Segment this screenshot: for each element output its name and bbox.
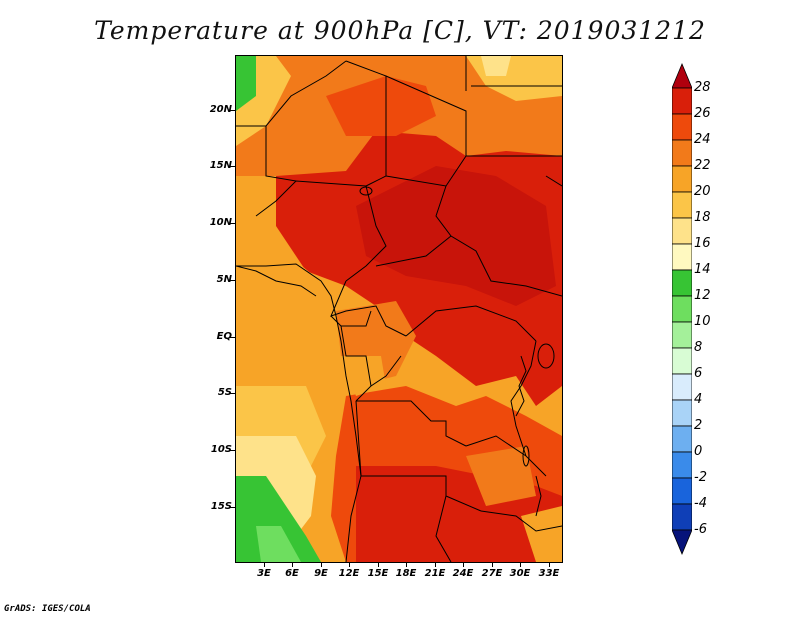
northwest-green-patch: [236, 56, 256, 111]
lat-label-eq: EQ: [216, 331, 232, 342]
lat-tick: [230, 223, 235, 224]
southwest-light-green: [256, 526, 301, 562]
colorbar-swatch: [672, 113, 692, 141]
lon-tick: [349, 563, 350, 567]
north-red-patch: [326, 76, 436, 136]
colorbar-label: 14: [694, 262, 711, 277]
southeast-cool-patch: [521, 506, 562, 562]
lat-tick: [230, 507, 235, 508]
colorbar-swatch: [672, 373, 692, 401]
lon-tick: [435, 563, 436, 567]
lon-label-18e: 18E: [395, 568, 417, 579]
temperature-map: [235, 55, 563, 563]
colorbar-swatch: [672, 451, 692, 479]
colorbar-swatch: [672, 243, 692, 271]
colorbar-label: 8: [694, 340, 703, 355]
lat-label-10n: 10N: [209, 217, 232, 228]
gabon-patch: [341, 356, 386, 396]
lat-label-10s: 10S: [210, 444, 232, 455]
colorbar-label: 4: [694, 392, 703, 407]
lon-tick: [463, 563, 464, 567]
lon-label-33e: 33E: [538, 568, 560, 579]
colorbar-label: 6: [694, 366, 703, 381]
colorbar-label: 26: [694, 106, 711, 121]
colorbar-swatch: [672, 139, 692, 167]
lat-tick: [230, 393, 235, 394]
lon-tick: [492, 563, 493, 567]
lat-label-20n: 20N: [209, 104, 232, 115]
colorbar-label: 12: [694, 288, 711, 303]
colorbar-swatch: [672, 191, 692, 219]
colorbar-swatch: [672, 269, 692, 297]
lakes: [359, 186, 555, 517]
lon-label-21e: 21E: [424, 568, 446, 579]
lon-label-3e: 3E: [257, 568, 271, 579]
chart-title: Temperature at 900hPa [C], VT: 201903121…: [94, 16, 706, 45]
colorbar-swatch: [672, 321, 692, 349]
lon-tick: [321, 563, 322, 567]
lon-tick: [520, 563, 521, 567]
lat-tick: [230, 337, 235, 338]
country-borders: [236, 56, 562, 562]
colorbar-swatch: [672, 425, 692, 453]
colorbar-label: 16: [694, 236, 711, 251]
northeast-yellow-patch: [481, 56, 511, 76]
lon-label-27e: 27E: [481, 568, 503, 579]
colorbar-label: -2: [694, 470, 707, 485]
colorbar-label: 20: [694, 184, 711, 199]
colorbar-swatch: [672, 529, 692, 556]
map-canvas: [236, 56, 562, 562]
grads-credit: GrADS: IGES/COLA: [4, 604, 91, 614]
lon-label-15e: 15E: [367, 568, 389, 579]
lat-tick: [230, 166, 235, 167]
colorbar-swatch: [672, 347, 692, 375]
colorbar-label: 0: [694, 444, 703, 459]
colorbar-swatch: [672, 165, 692, 193]
south-east-patch: [466, 446, 536, 506]
lon-tick: [378, 563, 379, 567]
lat-tick: [230, 450, 235, 451]
colorbar-swatch: [672, 295, 692, 323]
lon-tick: [292, 563, 293, 567]
colorbar-swatch: [672, 503, 692, 531]
lon-label-30e: 30E: [509, 568, 531, 579]
lat-label-5s: 5S: [217, 387, 232, 398]
colorbar-label: 2: [694, 418, 703, 433]
lon-label-6e: 6E: [285, 568, 299, 579]
colorbar-swatch: [672, 87, 692, 115]
lon-tick: [549, 563, 550, 567]
lat-label-15n: 15N: [209, 160, 232, 171]
lon-label-9e: 9E: [314, 568, 328, 579]
colorbar-label: 22: [694, 158, 711, 173]
lat-label-5n: 5N: [216, 274, 232, 285]
lat-tick: [230, 280, 235, 281]
lat-label-15s: 15S: [210, 501, 232, 512]
lon-label-12e: 12E: [338, 568, 360, 579]
lon-tick: [264, 563, 265, 567]
lon-tick: [406, 563, 407, 567]
lon-label-24e: 24E: [452, 568, 474, 579]
colorbar-label: -4: [694, 496, 707, 511]
colorbar: [672, 62, 692, 556]
colorbar-label: 28: [694, 80, 711, 95]
lat-tick: [230, 110, 235, 111]
colorbar-swatch: [672, 62, 692, 89]
colorbar-label: 24: [694, 132, 711, 147]
colorbar-swatch: [672, 399, 692, 427]
colorbar-swatch: [672, 217, 692, 245]
southwest-cold-region: [236, 476, 321, 562]
west-coastline: [236, 263, 362, 562]
colorbar-swatch: [672, 477, 692, 505]
colorbar-label: 10: [694, 314, 711, 329]
colorbar-label: -6: [694, 522, 707, 537]
colorbar-label: 18: [694, 210, 711, 225]
central-core-region: [356, 166, 556, 306]
